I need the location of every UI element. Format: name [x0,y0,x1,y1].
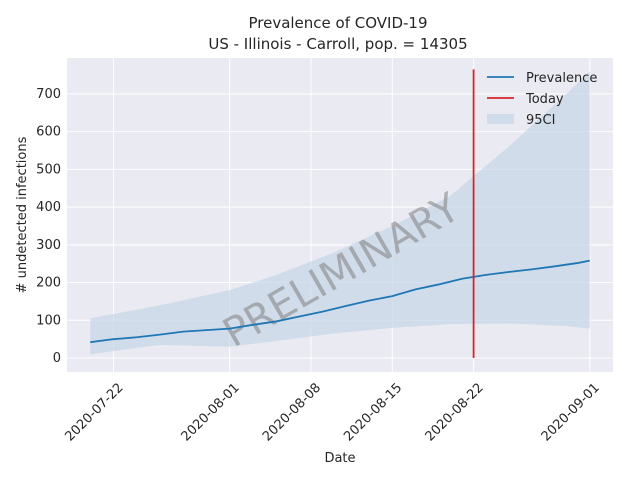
legend-ci-swatch [487,114,514,124]
y-tick-label: 0 [53,351,61,366]
y-tick-label: 700 [36,87,61,102]
legend-today-label: Today [525,92,564,107]
ci-band-layer [90,71,590,355]
legend: Prevalence Today 95CI [487,71,597,128]
y-tick-label: 100 [36,313,61,328]
y-tick-label: 300 [36,238,61,253]
y-axis-label: # undetected infections [15,136,30,293]
chart-title-line2: US - Illinois - Carroll, pop. = 14305 [208,35,467,53]
y-tick-label: 400 [36,200,61,215]
x-axis-label: Date [324,451,355,466]
chart-title-line1: Prevalence of COVID-19 [248,14,427,32]
y-tick-label: 600 [36,125,61,140]
y-tick-label: 200 [36,276,61,291]
legend-prevalence-label: Prevalence [526,71,597,86]
series-layer [90,69,590,359]
ci-band [90,71,590,355]
legend-ci-label: 95CI [526,113,555,128]
y-tick-label: 500 [36,162,61,177]
